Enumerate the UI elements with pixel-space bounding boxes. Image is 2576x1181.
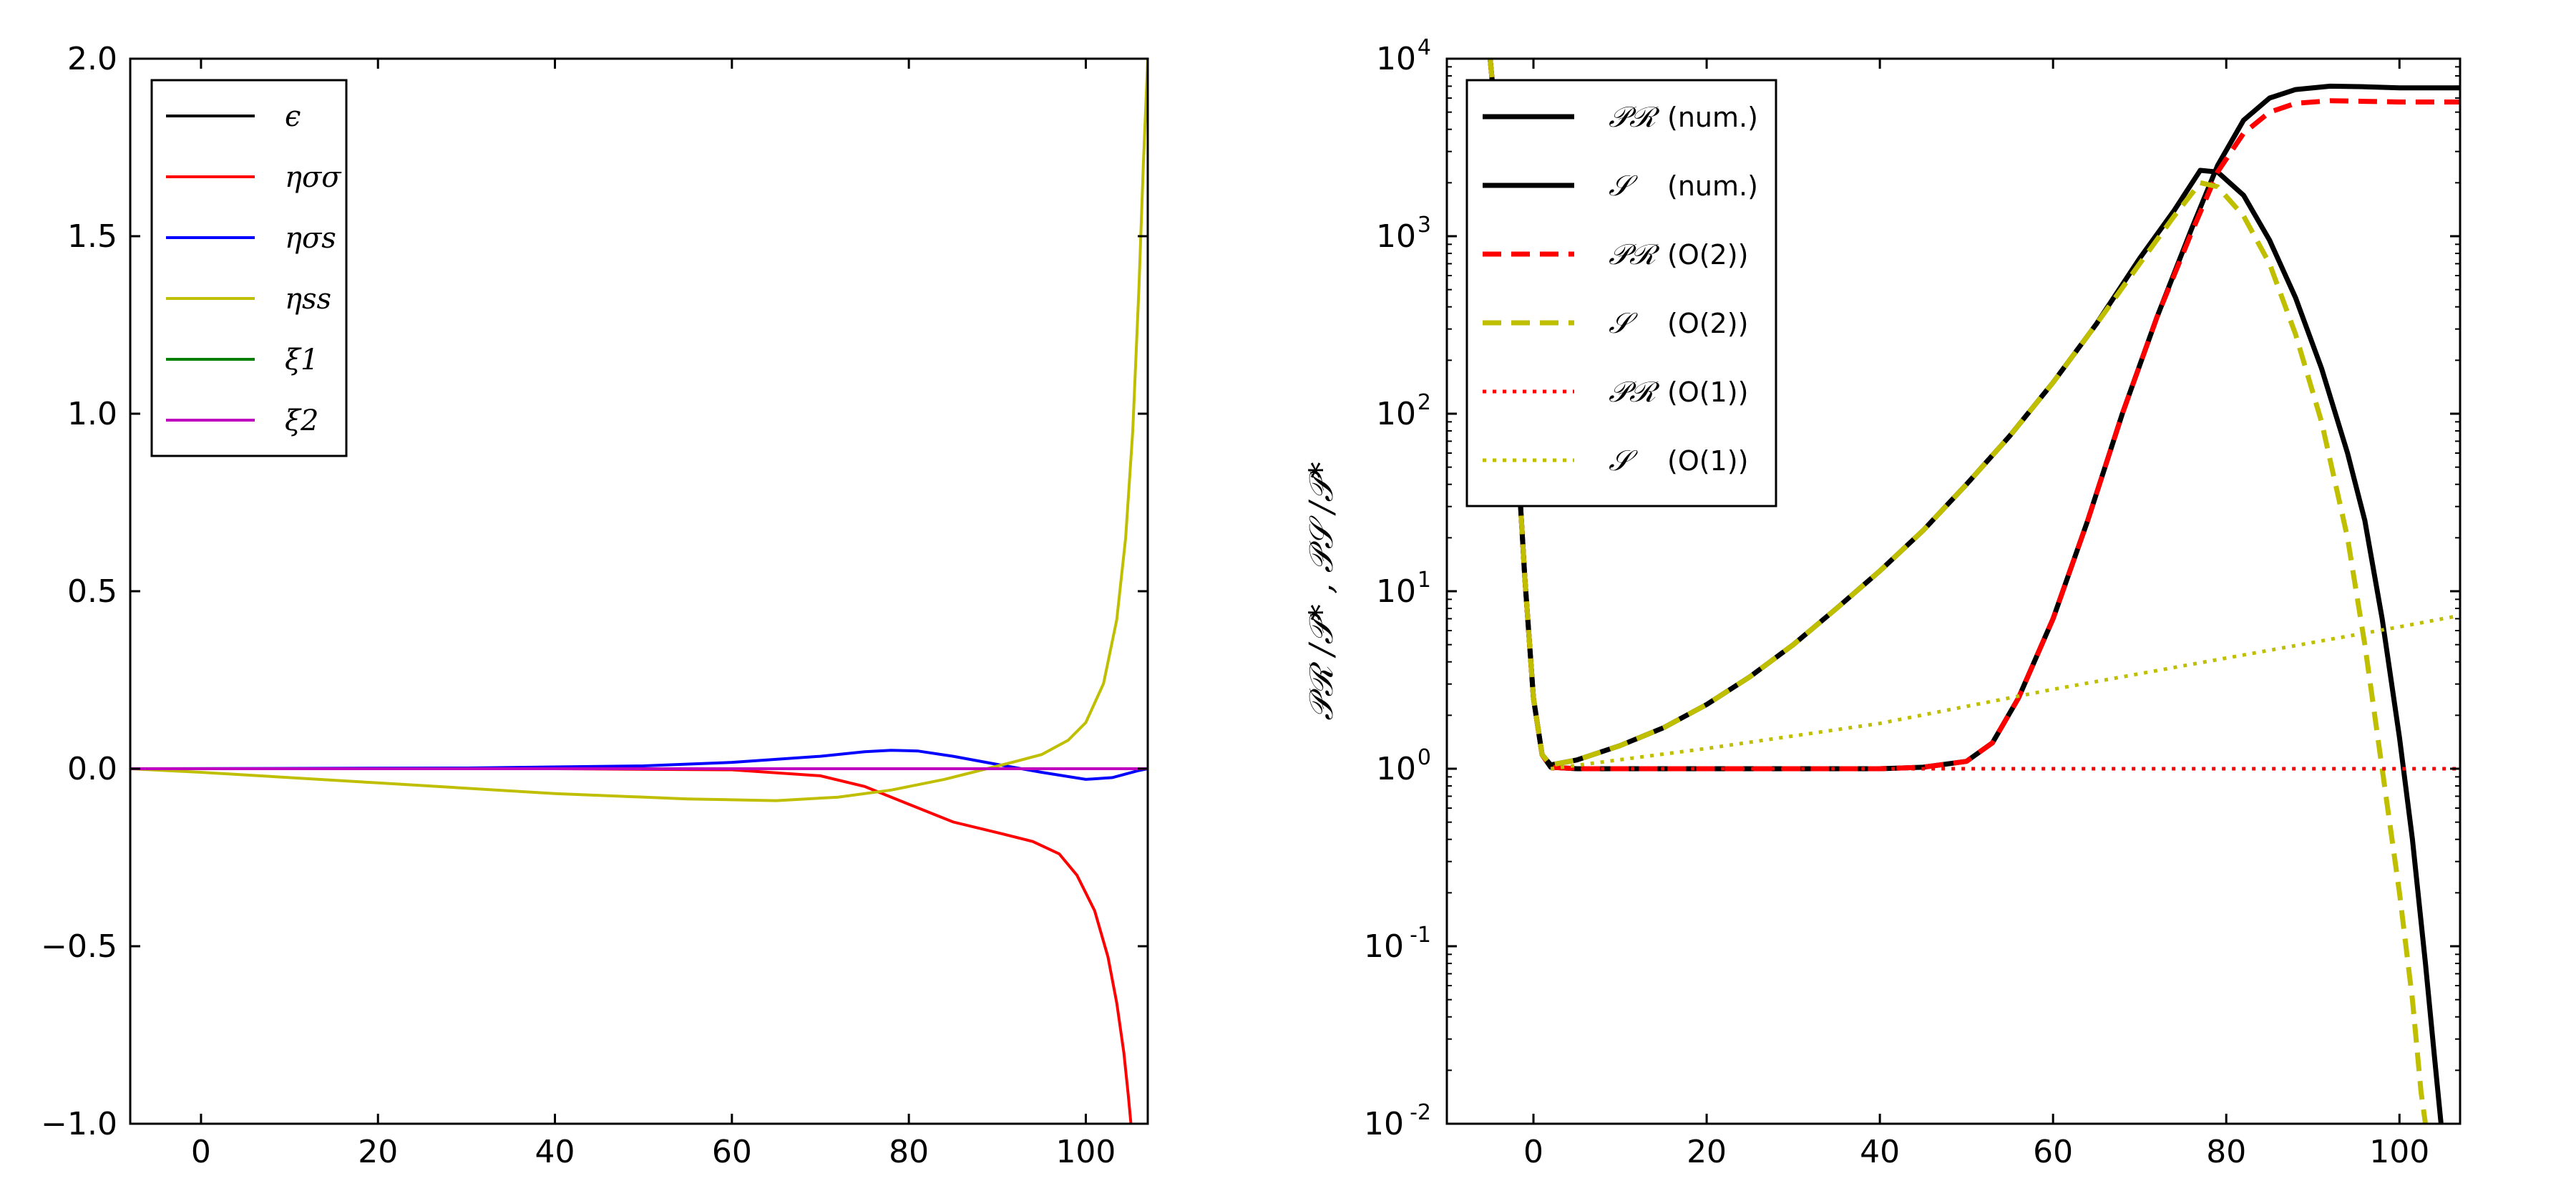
right-legend-suffix: (O(2)) [1667, 308, 1748, 339]
left-x-tick-label: 100 [1055, 1134, 1116, 1170]
right-series-line-2 [1488, 59, 2460, 772]
right-legend: 𝒫ℛ (num.)𝒮 (num.)𝒫ℛ (O(2))𝒮 (O(2))𝒫ℛ (O(1))𝒮(… [1465, 79, 1777, 507]
left-legend: ϵ ησσ ησs ηss ξ1 ξ2 [150, 79, 348, 457]
left-y-tick-label: −0.5 [41, 928, 117, 965]
right-legend-suffix: (num.) [1667, 102, 1758, 133]
right-y-tick-base: 10 [1376, 751, 1416, 787]
right-x-tick-label: 80 [2206, 1134, 2246, 1170]
right-y-tick-base: 10 [1376, 573, 1416, 610]
left-y-tick-label: 0.5 [67, 573, 117, 610]
left-y-tick-label: 0.0 [67, 751, 117, 787]
right-x-tick-label: 20 [1687, 1134, 1727, 1170]
left-series-line-3 [130, 59, 1148, 802]
right-y-tick-exponent: -2 [1410, 1100, 1431, 1125]
left-series-group [130, 59, 1148, 1124]
left-legend-label: ϵ [285, 100, 301, 133]
left-y-tick-label: −1.0 [41, 1106, 117, 1142]
right-y-tick-base: 10 [1376, 41, 1416, 77]
right-legend-label: 𝒫ℛ [1609, 238, 1660, 271]
right-legend-label: 𝒫ℛ [1609, 101, 1660, 134]
left-y-tick-label: 1.5 [67, 218, 117, 255]
left-x-tick-label: 60 [712, 1134, 752, 1170]
left-ticks: 0 20 40 60 80 100 −1.0 −0.5 0.0 0.5 1.0 1.5 2.0 [41, 41, 1148, 1170]
right-y-tick-exponent: 0 [1418, 745, 1431, 770]
right-legend-suffix: (O(1)) [1667, 376, 1748, 408]
right-legend-suffix: (O(2)) [1667, 239, 1748, 271]
right-x-tick-label: 100 [2369, 1134, 2429, 1170]
left-panel: 0 20 40 60 80 100 −1.0 −0.5 0.0 0.5 1.0 1.5 2.0 ϵ ησσ… [41, 41, 1149, 1170]
right-x-tick-label: 60 [2033, 1134, 2073, 1170]
right-legend-suffix: (num.) [1667, 170, 1758, 202]
left-legend-label: ησs [285, 222, 336, 255]
left-y-tick-label: 2.0 [67, 41, 117, 77]
right-y-tick-base: 10 [1376, 218, 1416, 255]
left-x-tick-label: 0 [191, 1134, 211, 1170]
left-series-line-2 [130, 749, 1148, 781]
right-y-axis-label: 𝒫ℛ /𝒫* , 𝒫𝒮 /𝒫* [1302, 462, 1340, 720]
left-legend-box [150, 79, 348, 457]
right-x-tick-label: 40 [1860, 1134, 1900, 1170]
right-series-line-3 [1488, 59, 2429, 1124]
left-y-tick-label: 1.0 [67, 396, 117, 432]
left-series-line-1 [130, 767, 1133, 1124]
right-y-tick-exponent: 3 [1418, 213, 1431, 238]
left-x-tick-label: 20 [358, 1134, 398, 1170]
right-legend-box [1465, 79, 1777, 507]
right-y-tick-base: 10 [1364, 1106, 1404, 1142]
left-legend-label: ξ1 [285, 344, 318, 376]
left-x-tick-label: 40 [535, 1134, 575, 1170]
right-legend-label: 𝒫ℛ [1609, 376, 1660, 409]
right-y-tick-base: 10 [1364, 928, 1404, 965]
right-series-group [1488, 59, 2460, 1124]
left-legend-label: ξ2 [285, 404, 318, 437]
right-y-tick-exponent: 2 [1418, 390, 1431, 415]
right-x-tick-label: 0 [1523, 1134, 1543, 1170]
right-y-tick-exponent: -1 [1410, 923, 1431, 948]
right-legend-suffix: (O(1)) [1667, 445, 1748, 477]
left-legend-label: ηss [285, 283, 331, 316]
left-x-tick-label: 80 [889, 1134, 929, 1170]
right-y-tick-base: 10 [1376, 396, 1416, 432]
right-y-tick-exponent: 1 [1418, 568, 1431, 593]
left-legend-label: ησσ [285, 161, 342, 194]
right-y-tick-exponent: 4 [1418, 35, 1431, 60]
